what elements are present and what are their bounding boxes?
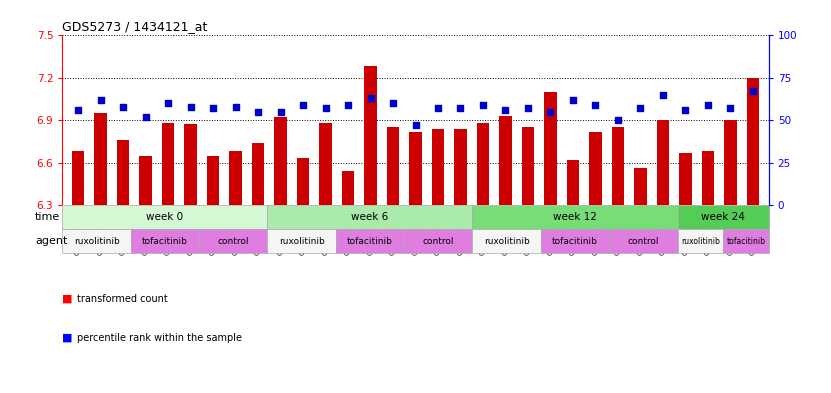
Text: ■: ■ bbox=[62, 333, 73, 343]
Bar bbox=[140, 156, 152, 205]
Bar bbox=[634, 168, 647, 205]
Bar bbox=[342, 171, 354, 205]
Point bbox=[499, 107, 512, 113]
Point bbox=[252, 108, 265, 115]
Bar bbox=[336, 229, 404, 253]
Text: control: control bbox=[422, 237, 454, 246]
Point bbox=[139, 114, 152, 120]
Point bbox=[543, 108, 557, 115]
Bar bbox=[432, 129, 445, 205]
Point bbox=[94, 97, 107, 103]
Bar bbox=[701, 151, 714, 205]
Bar bbox=[747, 78, 759, 205]
Bar bbox=[162, 123, 175, 205]
Text: agent: agent bbox=[35, 236, 67, 246]
Bar bbox=[541, 229, 609, 253]
Point bbox=[184, 103, 197, 110]
Point bbox=[229, 103, 242, 110]
Bar bbox=[455, 129, 467, 205]
Point bbox=[679, 107, 692, 113]
Text: week 24: week 24 bbox=[701, 212, 745, 222]
Bar bbox=[199, 229, 268, 253]
Point bbox=[71, 107, 85, 113]
Text: week 0: week 0 bbox=[146, 212, 184, 222]
Bar bbox=[297, 158, 309, 205]
Text: ruxolitinib: ruxolitinib bbox=[484, 237, 529, 246]
Point bbox=[206, 105, 219, 112]
Text: ruxolitinib: ruxolitinib bbox=[74, 237, 120, 246]
Bar bbox=[268, 205, 473, 229]
Bar bbox=[679, 153, 691, 205]
Text: ■: ■ bbox=[62, 294, 73, 304]
Bar bbox=[473, 205, 677, 229]
Text: transformed count: transformed count bbox=[77, 294, 168, 304]
Bar bbox=[207, 156, 219, 205]
Bar bbox=[677, 229, 723, 253]
Point bbox=[297, 102, 310, 108]
Bar bbox=[252, 143, 264, 205]
Bar bbox=[72, 151, 84, 205]
Bar bbox=[410, 132, 421, 205]
Point bbox=[724, 105, 737, 112]
Text: ruxolitinib: ruxolitinib bbox=[681, 237, 720, 246]
Bar bbox=[274, 118, 287, 205]
Bar bbox=[677, 205, 769, 229]
Bar bbox=[499, 116, 512, 205]
Point bbox=[634, 105, 647, 112]
Bar bbox=[612, 127, 624, 205]
Point bbox=[364, 95, 377, 101]
Text: control: control bbox=[627, 237, 659, 246]
Point bbox=[386, 100, 400, 107]
Bar bbox=[589, 132, 602, 205]
Bar bbox=[364, 66, 376, 205]
Bar bbox=[184, 125, 197, 205]
Text: ruxolitinib: ruxolitinib bbox=[278, 237, 324, 246]
Point bbox=[116, 103, 130, 110]
Bar bbox=[62, 205, 268, 229]
Bar bbox=[229, 151, 242, 205]
Bar bbox=[130, 229, 199, 253]
Text: percentile rank within the sample: percentile rank within the sample bbox=[77, 333, 243, 343]
Bar bbox=[404, 229, 473, 253]
Bar bbox=[477, 123, 489, 205]
Text: week 6: week 6 bbox=[352, 212, 389, 222]
Text: tofacitinib: tofacitinib bbox=[347, 237, 393, 246]
Bar bbox=[473, 229, 541, 253]
Text: tofacitinib: tofacitinib bbox=[552, 237, 598, 246]
Text: tofacitinib: tofacitinib bbox=[726, 237, 765, 246]
Point bbox=[161, 100, 175, 107]
Point bbox=[701, 102, 715, 108]
Point bbox=[319, 105, 332, 112]
Bar bbox=[268, 229, 336, 253]
Point bbox=[656, 92, 670, 98]
Text: GDS5273 / 1434121_at: GDS5273 / 1434121_at bbox=[62, 20, 208, 33]
Bar bbox=[522, 127, 534, 205]
Text: tofacitinib: tofacitinib bbox=[142, 237, 188, 246]
Bar bbox=[319, 123, 332, 205]
Point bbox=[454, 105, 467, 112]
Point bbox=[409, 122, 422, 129]
Bar bbox=[62, 229, 130, 253]
Bar bbox=[544, 92, 557, 205]
Point bbox=[431, 105, 445, 112]
Text: control: control bbox=[218, 237, 249, 246]
Bar bbox=[656, 120, 669, 205]
Text: time: time bbox=[35, 212, 60, 222]
Point bbox=[342, 102, 355, 108]
Bar bbox=[725, 120, 736, 205]
Bar bbox=[609, 229, 677, 253]
Text: week 12: week 12 bbox=[553, 212, 597, 222]
Bar bbox=[567, 160, 579, 205]
Bar bbox=[386, 127, 399, 205]
Point bbox=[746, 88, 760, 94]
Point bbox=[274, 108, 288, 115]
Point bbox=[612, 117, 625, 123]
Bar bbox=[95, 113, 106, 205]
Point bbox=[521, 105, 534, 112]
Bar bbox=[117, 140, 130, 205]
Bar bbox=[723, 229, 769, 253]
Point bbox=[476, 102, 489, 108]
Point bbox=[589, 102, 602, 108]
Point bbox=[566, 97, 579, 103]
